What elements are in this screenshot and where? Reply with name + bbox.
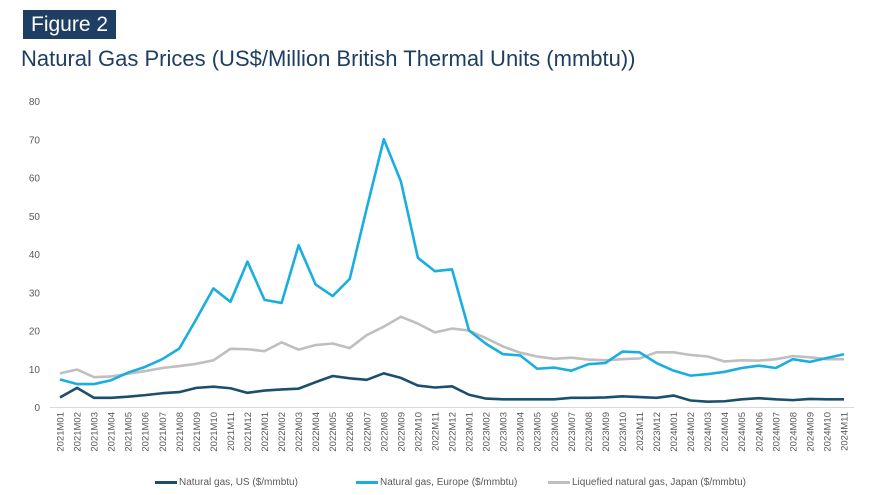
x-tick-label: 2022M01: [260, 412, 271, 452]
y-tick-label: 70: [29, 135, 41, 146]
x-tick-label: 2024M02: [686, 412, 697, 452]
x-tick-label: 2022M10: [413, 412, 424, 452]
x-tick-label: 2021M03: [90, 412, 101, 452]
y-tick-label: 10: [29, 365, 41, 376]
legend-label: Natural gas, Europe ($/mmbtu): [380, 477, 518, 488]
x-tick-label: 2022M04: [311, 412, 322, 452]
x-tick-label: 2023M01: [465, 412, 476, 452]
series-line-0: [59, 372, 844, 403]
x-tick-label: 2021M02: [73, 412, 84, 452]
legend-swatch: [548, 481, 570, 484]
x-tick-label: 2021M01: [56, 412, 67, 452]
legend-label: Natural gas, US ($/mmbtu): [179, 477, 298, 488]
x-tick-label: 2023M12: [652, 412, 663, 452]
legend-swatch: [155, 481, 177, 484]
x-tick-label: 2021M11: [226, 412, 237, 451]
x-tick-label: 2021M08: [175, 412, 186, 452]
chart-title: Natural Gas Prices (US$/Million British …: [21, 46, 636, 71]
y-tick-label: 0: [34, 403, 40, 414]
x-tick-label: 2021M12: [243, 412, 254, 452]
x-tick-label: 2022M07: [362, 412, 373, 452]
y-tick-label: 30: [29, 288, 41, 299]
y-tick-label: 20: [29, 327, 41, 338]
x-tick-label: 2023M09: [601, 412, 612, 452]
x-tick-label: 2022M03: [294, 412, 305, 452]
x-tick-label: 2022M12: [448, 412, 459, 452]
series-line-1: [59, 137, 845, 386]
legend-label: Liquefied natural gas, Japan ($/mmbtu): [572, 477, 746, 488]
x-tick-label: 2023M06: [550, 412, 561, 452]
x-tick-label: 2024M08: [788, 412, 799, 452]
y-tick-label: 40: [29, 250, 41, 261]
x-tick-label: 2023M03: [499, 412, 510, 452]
x-tick-label: 2024M06: [754, 412, 765, 452]
x-tick-label: 2024M01: [669, 412, 680, 452]
x-tick-label: 2024M11: [840, 412, 851, 451]
x-tick-label: 2023M05: [533, 412, 544, 452]
x-tick-label: 2022M08: [379, 412, 390, 452]
x-tick-label: 2021M07: [158, 412, 169, 452]
legend-item: Liquefied natural gas, Japan ($/mmbtu): [548, 477, 746, 488]
x-tick-label: 2024M05: [737, 412, 748, 452]
x-tick-label: 2021M04: [107, 412, 118, 452]
x-tick-label: 2021M05: [124, 412, 135, 452]
x-tick-label: 2024M10: [822, 412, 833, 452]
legend-swatch: [356, 481, 378, 484]
series-line-2: [59, 315, 844, 379]
x-tick-label: 2021M09: [192, 412, 203, 452]
x-tick-label: 2021M06: [141, 412, 152, 452]
x-tick-label: 2022M11: [430, 412, 441, 451]
legend-item: Natural gas, Europe ($/mmbtu): [356, 477, 517, 488]
x-tick-label: 2023M11: [635, 412, 646, 451]
x-tick-label: 2021M10: [209, 412, 220, 452]
x-tick-label: 2022M06: [345, 412, 356, 452]
legend-item: Natural gas, US ($/mmbtu): [155, 477, 298, 488]
y-tick-label: 80: [29, 97, 41, 108]
x-tick-label: 2023M08: [584, 412, 595, 452]
x-tick-label: 2024M07: [771, 412, 782, 452]
x-tick-label: 2024M04: [720, 412, 731, 452]
x-tick-label: 2023M02: [482, 412, 493, 452]
x-tick-label: 2022M02: [277, 412, 288, 452]
x-tick-label: 2024M03: [703, 412, 714, 452]
figure-label: Figure 2: [23, 10, 117, 39]
x-tick-label: 2024M09: [805, 412, 816, 452]
y-tick-label: 50: [29, 212, 41, 223]
y-tick-label: 60: [29, 174, 41, 185]
x-tick-label: 2023M10: [618, 412, 629, 452]
x-tick-label: 2023M07: [567, 412, 578, 452]
x-tick-label: 2022M09: [396, 412, 407, 452]
x-tick-label: 2022M05: [328, 412, 339, 452]
x-tick-label: 2023M04: [516, 412, 527, 452]
